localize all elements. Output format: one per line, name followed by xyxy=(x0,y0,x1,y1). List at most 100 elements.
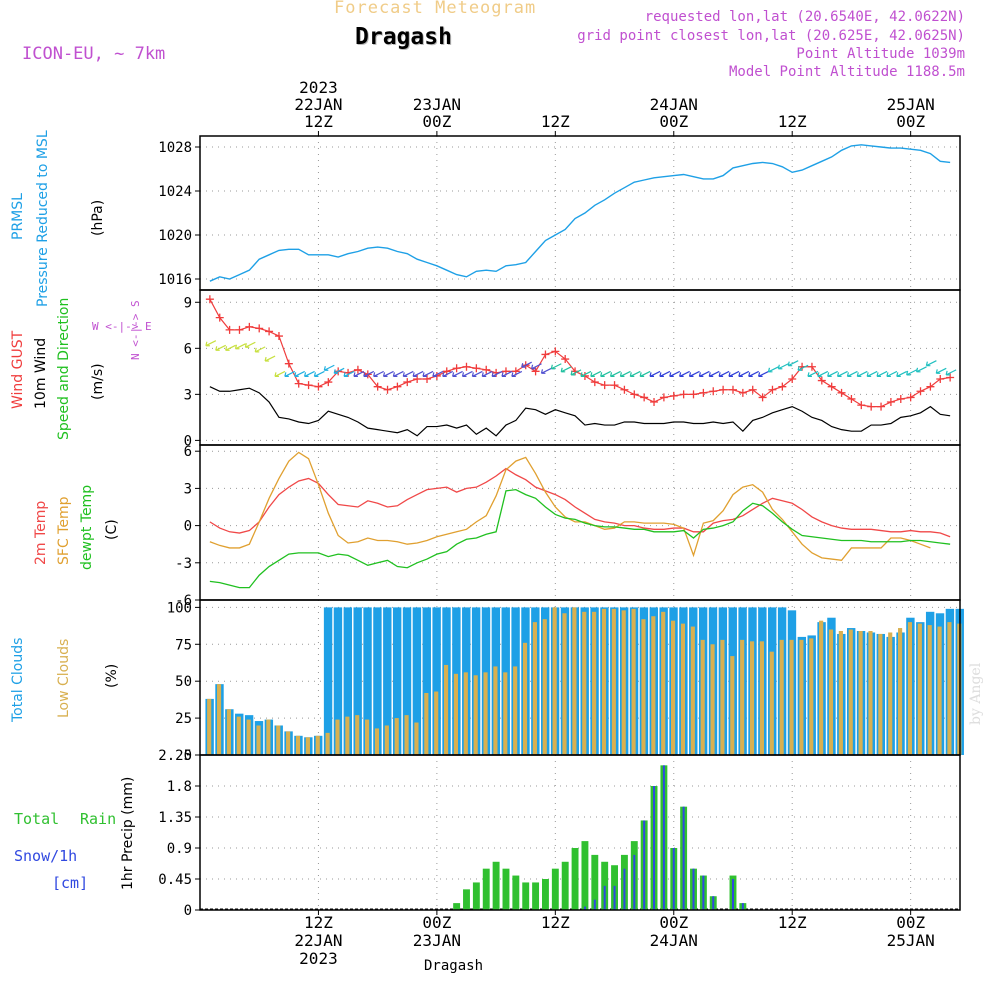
wind-direction-arrow xyxy=(570,369,582,376)
wind-direction-arrow xyxy=(560,366,572,373)
gust-point xyxy=(659,393,668,402)
low-cloud-bar xyxy=(325,732,330,755)
bottom-time-label: 12Z xyxy=(778,913,807,932)
wind-direction-arrow xyxy=(481,370,493,378)
rain-bar xyxy=(551,868,559,910)
ytick-label-wind: 9 xyxy=(184,295,192,311)
wind-direction-arrow xyxy=(807,370,819,378)
wind-direction-arrow xyxy=(758,370,769,378)
wind-direction-arrow xyxy=(501,370,513,378)
wind-direction-arrow xyxy=(313,370,325,378)
gust-point xyxy=(403,378,412,387)
gust-point xyxy=(265,327,274,336)
low-cloud-bar xyxy=(671,620,676,755)
wind-direction-arrow xyxy=(915,366,927,373)
low-cloud-bar xyxy=(276,725,281,755)
top-time-label: 24JAN xyxy=(650,95,698,114)
low-cloud-bar xyxy=(720,639,725,755)
low-cloud-bar xyxy=(858,631,863,755)
low-cloud-bar xyxy=(799,639,804,755)
snow-bar xyxy=(712,896,715,910)
low-cloud-bar xyxy=(749,641,755,755)
wind-direction-arrow xyxy=(787,360,799,367)
ytick-label-pressure: 1016 xyxy=(158,272,192,288)
snow-bar xyxy=(692,868,695,910)
total-cloud-bar xyxy=(343,607,353,755)
wind-direction-arrow xyxy=(748,370,759,378)
gust-point xyxy=(896,394,905,403)
wind-direction-arrow xyxy=(688,370,700,378)
low-cloud-bar xyxy=(651,616,656,755)
gust-point xyxy=(679,390,688,399)
gust-point xyxy=(650,398,659,407)
gust-point xyxy=(817,376,826,385)
low-cloud-bar xyxy=(404,715,409,755)
gust-point xyxy=(610,381,619,390)
footer-location: Dragash xyxy=(424,958,484,974)
wind-direction-arrow xyxy=(619,370,631,378)
low-cloud-bar xyxy=(374,728,380,755)
low-cloud-bar xyxy=(246,719,251,755)
gust-point xyxy=(324,378,333,387)
low-cloud-bar xyxy=(424,693,429,755)
bottom-time-label: 12Z xyxy=(304,913,333,932)
gust-point xyxy=(788,375,797,384)
low-cloud-bar xyxy=(286,731,291,755)
wind-direction-arrow xyxy=(215,344,227,351)
snow-bar xyxy=(741,903,744,910)
gust-point xyxy=(709,387,718,396)
low-cloud-bar xyxy=(759,641,764,755)
gust-point xyxy=(877,402,886,411)
temp-2m-line xyxy=(209,467,951,538)
wind-direction-arrow xyxy=(590,370,602,378)
ytick-label-temperature: 6 xyxy=(184,444,192,460)
gust-point xyxy=(383,385,392,394)
low-cloud-bar xyxy=(917,623,922,755)
low-cloud-bar xyxy=(522,642,528,755)
low-cloud-bar xyxy=(473,675,478,755)
rain-bar xyxy=(522,882,530,910)
wind-direction-arrow xyxy=(382,370,394,378)
low-cloud-bar xyxy=(601,608,607,755)
gust-point xyxy=(827,382,836,391)
gust-point xyxy=(284,359,293,368)
snow-bar xyxy=(613,885,616,910)
wind-direction-arrow xyxy=(866,370,878,378)
low-cloud-bar xyxy=(355,715,360,755)
gust-point xyxy=(857,401,866,410)
low-cloud-bar xyxy=(621,610,626,755)
total-cloud-bar xyxy=(392,607,402,755)
gust-point xyxy=(689,390,698,399)
ytick-label-temperature: -3 xyxy=(175,556,192,572)
low-cloud-bar xyxy=(295,735,301,755)
top-time-label: 22JAN xyxy=(294,95,342,114)
ytick-label-pressure: 1020 xyxy=(158,228,192,244)
low-cloud-bar xyxy=(305,737,310,755)
ytick-label-pressure: 1024 xyxy=(158,184,192,200)
wind-direction-arrow xyxy=(886,370,898,378)
wind-direction-arrow xyxy=(906,369,917,376)
low-cloud-bar xyxy=(503,672,508,755)
low-cloud-bar xyxy=(463,672,468,755)
low-cloud-bar xyxy=(394,718,399,755)
gust-point xyxy=(245,322,254,331)
wind-direction-arrow xyxy=(856,370,868,378)
low-cloud-bar xyxy=(384,725,389,755)
wind-direction-arrow xyxy=(402,370,414,378)
low-cloud-bar xyxy=(572,607,577,755)
low-cloud-bar xyxy=(207,698,212,755)
bottom-time-label: 2023 xyxy=(299,949,338,968)
snow-bar xyxy=(672,848,675,910)
top-time-label: 00Z xyxy=(422,112,451,131)
gust-point xyxy=(807,362,816,371)
precip-legend-rain: Rain xyxy=(80,810,117,828)
low-cloud-bar xyxy=(493,666,498,755)
low-cloud-bar xyxy=(937,626,942,755)
wind-direction-arrow xyxy=(698,370,710,378)
wind-direction-arrow xyxy=(738,370,750,378)
low-cloud-bar xyxy=(335,719,340,755)
wind-direction-arrow xyxy=(353,370,365,378)
precip-legend-snow: Snow/1h xyxy=(14,847,78,865)
ytick-label-precipitation: 0.45 xyxy=(158,872,192,888)
wind-direction-arrow xyxy=(234,343,246,350)
